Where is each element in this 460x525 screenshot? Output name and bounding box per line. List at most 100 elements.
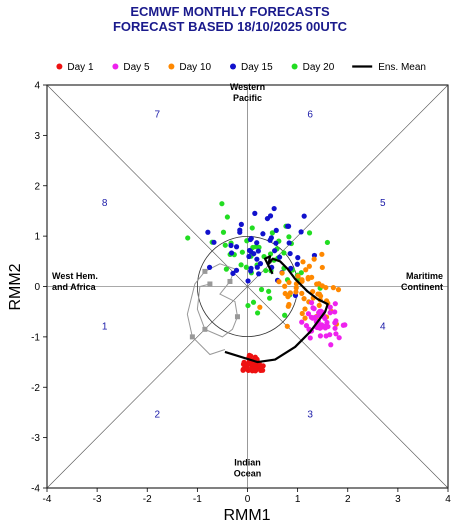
analysis-track-marker [189,334,195,340]
x-tick-label: 4 [445,494,451,505]
legend-label-day-10: Day 10 [179,62,211,73]
ensemble-point-day-1 [240,366,246,372]
analysis-track-marker [234,314,240,320]
analysis-track-marker [202,268,208,274]
axis-ticks: -4 -3 -2 -1 0 1 2 3 4 -4 -3 -2 -1 0 1 2 3 4 [31,81,451,506]
ensemble-point-day-10 [293,285,299,291]
ensemble-point-day-20 [267,295,273,301]
ensemble-point-day-10 [316,281,322,287]
ensemble-point-day-20 [253,244,259,250]
ensemble-point-day-5 [332,320,338,326]
legend-label-day-1: Day 1 [67,62,94,73]
legend-marker-day-10 [168,63,175,70]
ensemble-point-day-15 [230,270,236,276]
x-tick-label: 1 [295,494,301,505]
ensemble-point-day-15 [295,255,301,261]
ensemble-point-day-10 [286,279,292,286]
ensemble-point-day-15 [247,236,254,243]
ensemble-point-day-10 [305,274,311,281]
ensemble-point-day-20 [239,249,245,255]
ensemble-point-day-15 [298,229,304,235]
ensemble-point-day-20 [219,201,225,207]
analysis-track-line [186,263,238,356]
ensemble-point-day-15 [228,242,234,249]
ensemble-point-day-5 [333,331,339,337]
ensemble-point-day-20 [282,312,288,318]
ensemble-point-day-10 [316,302,322,308]
ensemble-point-day-15 [276,254,283,260]
ens-mean-line [224,255,329,364]
ensemble-point-day-20 [267,251,274,257]
ensemble-point-day-15 [271,205,277,212]
y-tick-label: 2 [34,181,40,192]
chart-title: ECMWF MONTHLY FORECASTS [130,4,330,19]
phase-label-8: 8 [102,198,108,209]
ensemble-point-day-20 [224,214,230,220]
ensemble-point-day-5 [332,301,338,307]
ensemble-point-day-5 [311,306,317,312]
ensemble-point-day-10 [279,270,285,276]
region-indian-ocean-line: Ocean [234,468,262,478]
ensemble-point-day-10 [319,264,325,271]
x-tick-label: -1 [193,494,202,505]
ensemble-point-day-10 [306,263,312,269]
ensemble-point-day-15 [252,210,258,216]
ensemble-point-day-20 [243,264,249,270]
ensemble-point-day-20 [222,242,228,248]
region-maritime-continent: Maritime Continent [401,271,443,292]
ensemble-point-day-10 [276,279,282,285]
ensemble-point-day-10 [287,290,293,296]
ensemble-point-day-5 [316,310,322,316]
ensemble-point-day-5 [328,342,334,348]
ensemble-point-day-20 [220,229,227,235]
ensemble-point-day-5 [307,335,313,341]
legend-marker-day-1 [56,63,63,70]
y-tick-label: 4 [34,81,40,92]
ensemble-point-day-15 [260,231,266,237]
legend-marker-day-15 [230,63,236,70]
ensemble-point-day-20 [306,230,313,236]
ensemble-point-day-5 [303,323,310,329]
phase-label-1: 1 [102,321,108,332]
ensemble-point-day-15 [267,237,273,243]
y-axis-label: RMM2 [7,263,24,310]
ensemble-point-day-15 [273,227,279,233]
x-tick-label: -3 [93,494,102,505]
ensemble-point-day-10 [299,290,305,296]
legend-label-day-20: Day 20 [303,62,335,73]
x-tick-label: 0 [245,494,251,505]
analysis-track [186,263,240,356]
ensemble-point-day-10 [311,256,317,262]
ensemble-point-day-20 [258,286,265,293]
ensemble-point-day-5 [342,322,348,328]
ensemble-point-day-5 [308,300,315,306]
legend-marker-day-5 [112,63,119,70]
phase-label-7: 7 [154,110,160,121]
ensemble-point-day-20 [298,270,304,276]
ensemble-point-day-10 [302,306,308,312]
phase-label-2: 2 [154,409,160,420]
ensemble-point-day-5 [299,319,305,325]
ensemble-point-day-10 [293,289,299,295]
phase-label-5: 5 [380,198,386,209]
ensemble-point-day-10 [323,284,329,291]
legend-marker-day-20 [291,63,298,70]
ensemble-point-day-15 [264,215,271,222]
ensemble-point-day-15 [205,229,211,235]
ensemble-point-day-10 [285,294,291,300]
ensemble-mean [224,255,329,364]
ensemble-point-day-10 [315,291,321,297]
ensemble-point-day-15 [286,240,292,246]
region-maritime-continent-line: Continent [401,282,443,292]
ensemble-point-day-15 [237,227,243,233]
ensemble-point-day-15 [287,250,293,257]
ensemble-point-day-20 [263,267,269,274]
ensemble-point-day-10 [301,296,307,302]
ensemble-point-day-5 [336,335,342,341]
y-tick-label: 0 [34,282,40,293]
ensemble-point-day-15 [257,261,264,267]
region-west-hem-africa: West Hem. and Africa [52,271,98,292]
ensemble-point-day-1 [252,368,258,374]
ensemble-point-day-5 [305,311,312,317]
ensemble-point-day-10 [330,285,336,291]
